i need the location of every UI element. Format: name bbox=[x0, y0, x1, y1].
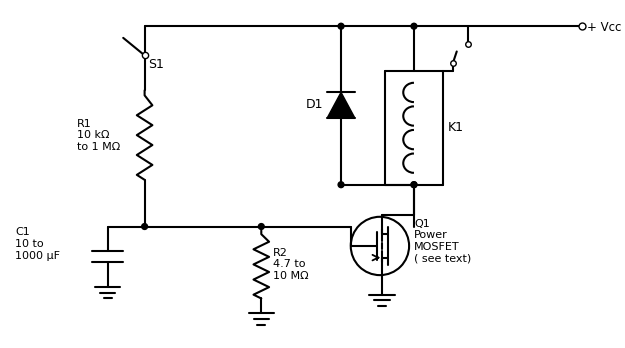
Circle shape bbox=[258, 224, 264, 229]
Circle shape bbox=[338, 23, 344, 29]
Circle shape bbox=[338, 182, 344, 188]
Text: C1
10 to
1000 μF: C1 10 to 1000 μF bbox=[15, 227, 60, 261]
Text: K1: K1 bbox=[448, 121, 464, 134]
Text: R1
10 kΩ
to 1 MΩ: R1 10 kΩ to 1 MΩ bbox=[76, 119, 120, 152]
Circle shape bbox=[142, 224, 148, 229]
Text: S1: S1 bbox=[149, 58, 164, 71]
Circle shape bbox=[411, 182, 417, 188]
Text: R2
4.7 to
10 MΩ: R2 4.7 to 10 MΩ bbox=[273, 248, 309, 281]
Circle shape bbox=[411, 23, 417, 29]
Circle shape bbox=[411, 182, 417, 188]
Text: D1: D1 bbox=[306, 98, 324, 111]
Text: + Vcc: + Vcc bbox=[587, 21, 621, 34]
Text: Q1
Power
MOSFET
( see text): Q1 Power MOSFET ( see text) bbox=[414, 219, 471, 263]
Polygon shape bbox=[328, 92, 354, 118]
